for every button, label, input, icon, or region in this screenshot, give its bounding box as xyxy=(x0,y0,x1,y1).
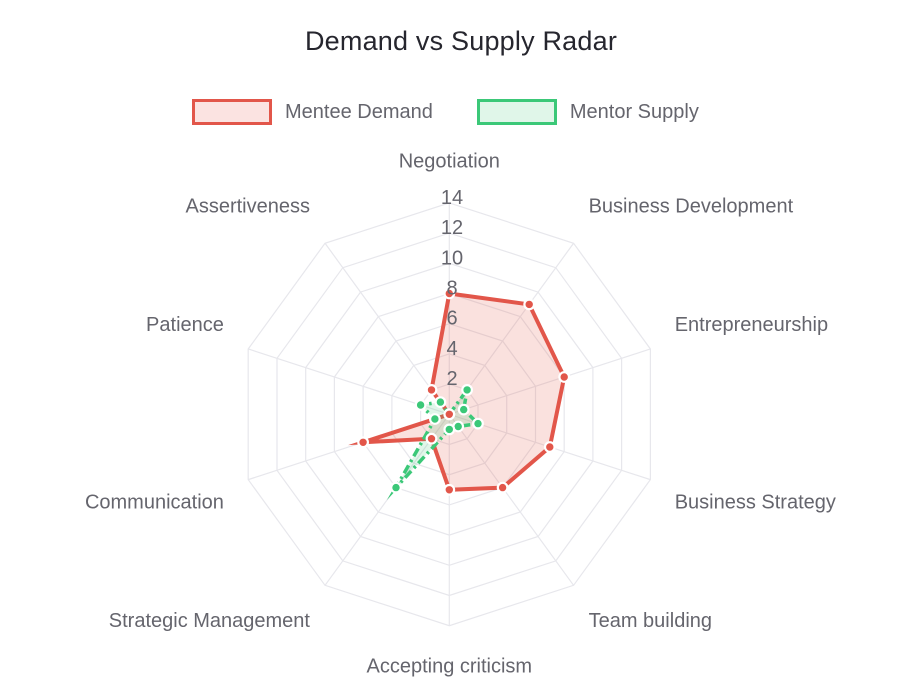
axis-label-entrepreneurship: Entrepreneurship xyxy=(675,314,828,336)
axis-label-strategic-management: Strategic Management xyxy=(109,610,311,632)
radial-tick-label: 4 xyxy=(446,338,457,360)
data-point-mentee-demand-communication xyxy=(357,436,370,449)
data-point-mentee-demand-assertiveness xyxy=(425,384,438,396)
axis-label-negotiation: Negotiation xyxy=(399,150,500,172)
legend-label-mentee-demand: Mentee Demand xyxy=(285,100,433,123)
axis-label-business-strategy: Business Strategy xyxy=(675,492,836,514)
data-point-mentor-supply-strategic-management xyxy=(390,481,402,494)
axis-label-assertiveness: Assertiveness xyxy=(186,196,311,218)
legend-item-mentee-demand[interactable]: Mentee Demand xyxy=(192,99,433,125)
data-point-mentor-supply-business-development xyxy=(461,384,474,396)
data-point-mentee-demand-business-development xyxy=(523,298,536,311)
data-point-mentor-supply-accepting-criticism xyxy=(443,423,456,436)
data-point-mentor-supply-communication xyxy=(429,413,441,425)
data-point-mentee-demand-team-building xyxy=(496,481,509,494)
axis-label-business-development: Business Development xyxy=(589,196,794,218)
axis-label-accepting-criticism: Accepting criticism xyxy=(366,655,532,677)
axis-label-communication: Communication xyxy=(85,492,224,514)
chart-title: Demand vs Supply Radar xyxy=(304,26,618,56)
data-point-mentee-demand-entrepreneurship xyxy=(558,371,571,383)
radial-tick-label: 12 xyxy=(441,217,463,239)
data-point-mentee-demand-business-strategy xyxy=(543,441,556,453)
legend-swatch-mentor-supply xyxy=(476,99,557,125)
radial-tick-label: 10 xyxy=(441,247,463,269)
legend-item-mentor-supply[interactable]: Mentor Supply xyxy=(476,99,699,125)
data-point-mentor-supply-assertiveness xyxy=(434,396,447,409)
radial-tick-label: 2 xyxy=(446,368,457,390)
data-point-mentor-supply-entrepreneurship xyxy=(457,403,470,416)
legend-swatch-mentee-demand xyxy=(192,99,272,125)
legend: Mentee Demand Mentor Supply xyxy=(192,99,699,125)
data-point-mentee-demand-patience xyxy=(443,408,456,421)
radial-tick-label: 8 xyxy=(446,278,457,300)
data-point-mentee-demand-accepting-criticism xyxy=(443,483,456,496)
radial-tick-label: 6 xyxy=(446,308,457,330)
data-point-mentor-supply-patience xyxy=(414,399,427,411)
axis-label-team-building: Team building xyxy=(589,610,712,632)
legend-label-mentor-supply: Mentor Supply xyxy=(569,100,699,123)
axis-spoke xyxy=(449,348,651,415)
axis-label-patience: Patience xyxy=(146,314,224,336)
axis-spoke xyxy=(448,413,575,586)
data-point-mentee-demand-negotiation xyxy=(443,287,456,300)
data-point-mentee-demand-strategic-management xyxy=(425,432,438,445)
data-point-mentor-supply-business-strategy xyxy=(472,417,484,430)
radial-tick-label: 14 xyxy=(441,187,463,209)
